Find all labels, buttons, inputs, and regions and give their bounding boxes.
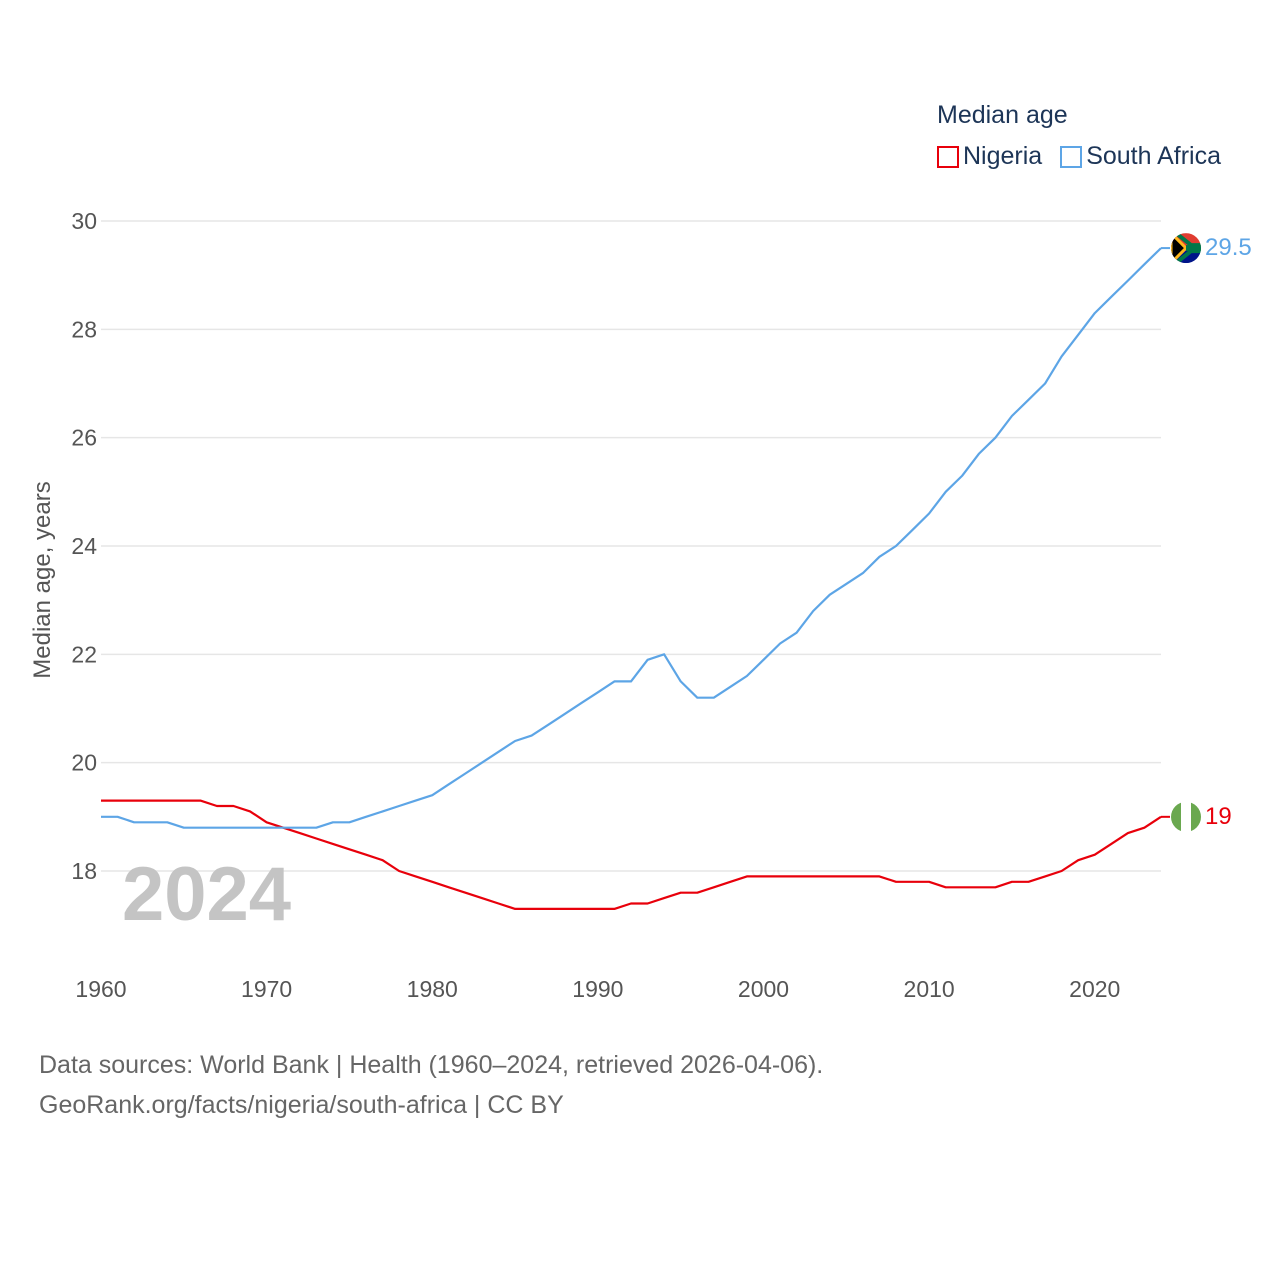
- legend-title: Median age: [937, 101, 1068, 129]
- x-tick-label: 1960: [75, 976, 126, 1002]
- grid-lines: [101, 220, 1161, 872]
- x-axis-ticks: 1960 1970 1980 1990 2000 2010 2020: [75, 976, 1120, 1002]
- legend-label-south-africa: South Africa: [1086, 142, 1222, 170]
- x-tick-label: 1970: [241, 976, 292, 1002]
- legend-item-nigeria[interactable]: Nigeria: [937, 142, 1042, 171]
- x-tick-label: 1980: [407, 976, 458, 1002]
- south-africa-end-value: 29.5: [1205, 234, 1252, 261]
- x-tick-label: 2020: [1069, 976, 1120, 1002]
- source-line-2: GeoRank.org/facts/nigeria/south-africa |…: [39, 1091, 564, 1119]
- y-axis-title: Median age, years: [29, 481, 56, 678]
- legend: Nigeria South Africa: [937, 142, 1239, 171]
- y-tick-label: 30: [71, 208, 97, 234]
- year-label: 2024: [122, 852, 291, 937]
- source-line-1: Data sources: World Bank | Health (1960–…: [39, 1051, 824, 1079]
- end-markers: [1171, 233, 1201, 832]
- y-tick-label: 22: [71, 641, 97, 667]
- south-africa-swatch-icon: [1060, 145, 1083, 168]
- nigeria-end-value: 19: [1205, 803, 1232, 830]
- nigeria-swatch-icon: [937, 145, 959, 168]
- source-note: Data sources: World Bank | Health (1960–…: [39, 1045, 823, 1125]
- south-africa-flag-icon: [1171, 233, 1201, 264]
- y-tick-label: 24: [71, 533, 97, 559]
- series-line-nigeria[interactable]: [101, 799, 1162, 911]
- y-axis-ticks: 18 20 22 24 26 28 30: [71, 208, 97, 884]
- legend-label-nigeria: Nigeria: [963, 142, 1043, 170]
- y-tick-label: 20: [71, 750, 97, 776]
- nigeria-flag-icon: [1171, 801, 1201, 832]
- x-tick-label: 2010: [904, 976, 955, 1002]
- y-tick-label: 18: [71, 858, 97, 884]
- y-tick-label: 28: [71, 316, 97, 342]
- y-tick-label: 26: [71, 425, 97, 451]
- legend-item-south-africa[interactable]: South Africa: [1060, 142, 1221, 171]
- x-tick-label: 1990: [572, 976, 623, 1002]
- series-line-south-africa[interactable]: [101, 247, 1162, 829]
- series-lines: [101, 247, 1170, 911]
- x-tick-label: 2000: [738, 976, 789, 1002]
